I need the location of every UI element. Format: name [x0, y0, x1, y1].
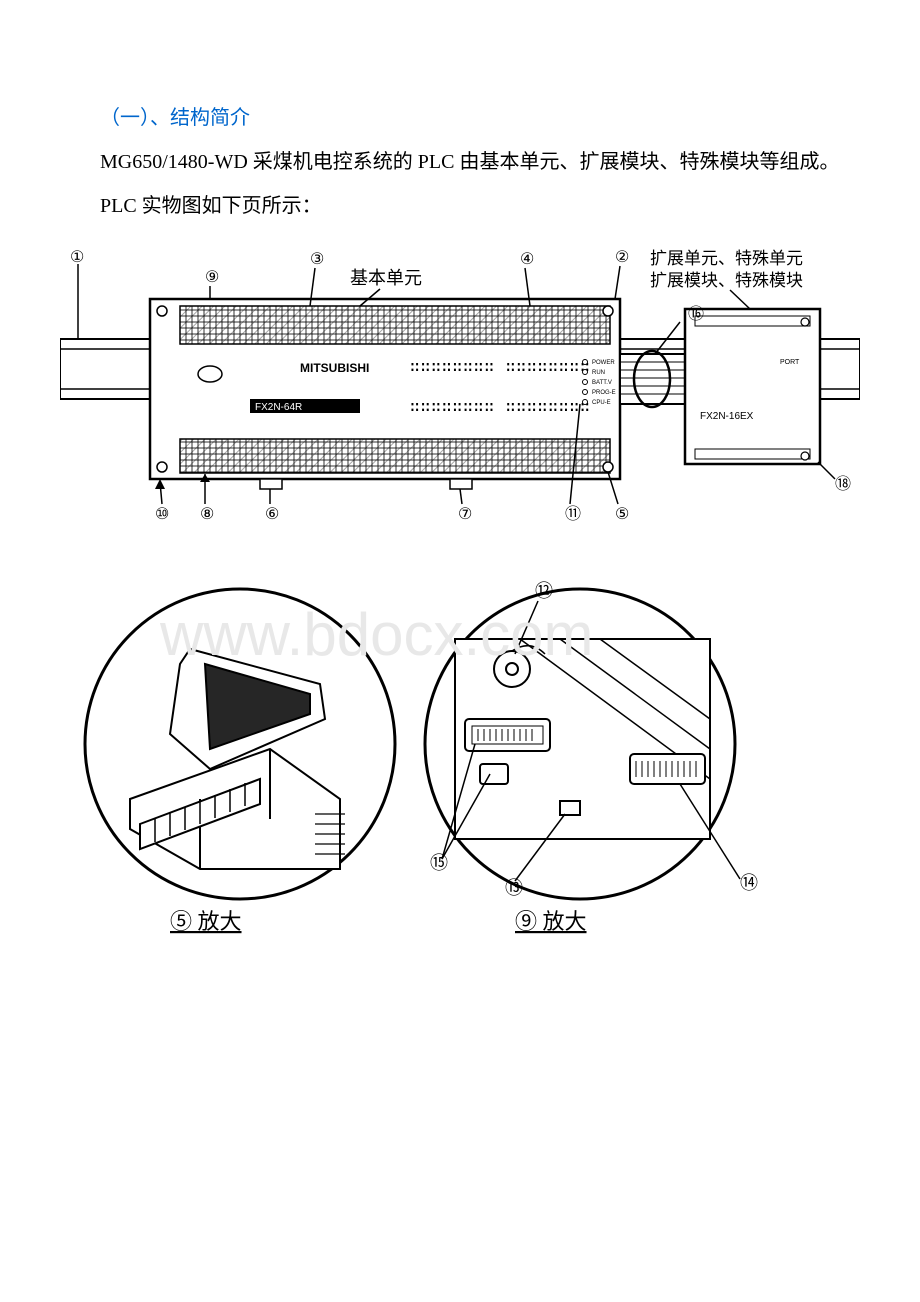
svg-text:POWER: POWER [592, 360, 615, 366]
figure-plc-main: ① MITSUBISHI FX2N-64R ∷∷∷∷∷∷∷∷ ∷∷∷∷∷∷∷∷ … [60, 244, 860, 539]
caption-detail-5: ⑤ 放大 [170, 909, 242, 934]
brand-label: MITSUBISHI [300, 361, 369, 375]
caption-detail-9: ⑨ 放大 [515, 909, 587, 934]
callout-12: ⑫ [535, 581, 553, 601]
svg-text:CPU-E: CPU-E [592, 400, 611, 406]
ext-model-label: FX2N-16EX [700, 411, 754, 422]
callout-2: ② [615, 249, 629, 266]
callout-18: ⑱ [835, 475, 851, 493]
callout-9: ⑨ [205, 269, 219, 286]
svg-text:PROG-E: PROG-E [592, 390, 616, 396]
paragraph-figure-ref: PLC 实物图如下页所示： [60, 188, 860, 224]
callout-5: ⑤ [615, 506, 629, 523]
paragraph-description: MG650/1480-WD 采煤机电控系统的 PLC 由基本单元、扩展模块、特殊… [60, 144, 860, 180]
ext-port-label: PORT [780, 359, 800, 366]
ribbon-cable [620, 351, 685, 407]
callout-6: ⑥ [265, 506, 279, 523]
callout-13: ⑬ [505, 878, 523, 898]
figure-plc-details: ⑤ 放大 [60, 569, 860, 954]
model-label: FX2N-64R [255, 402, 302, 413]
io-led-row-top: ∷∷∷∷∷∷∷∷ ∷∷∷∷∷∷∷∷ [410, 357, 591, 376]
callout-11: ⑪ [565, 505, 581, 523]
svg-text:∷∷∷∷∷∷∷∷ ∷∷∷∷∷∷∷∷: ∷∷∷∷∷∷∷∷ ∷∷∷∷∷∷∷∷ [410, 357, 591, 376]
io-led-row-bot: ∷∷∷∷∷∷∷∷ ∷∷∷∷∷∷∷∷ [410, 397, 591, 416]
label-ext1: 扩展单元、特殊单元 [650, 249, 803, 268]
callout-8: ⑧ [200, 506, 214, 523]
plc-details-svg: ⑤ 放大 [60, 569, 760, 949]
plc-main-svg: ① MITSUBISHI FX2N-64R ∷∷∷∷∷∷∷∷ ∷∷∷∷∷∷∷∷ … [60, 244, 860, 534]
svg-text:BATT.V: BATT.V [592, 380, 612, 386]
callout-3: ③ [310, 251, 324, 268]
label-basic-unit: 基本单元 [350, 268, 422, 288]
callout-10: ⑩ [155, 506, 169, 523]
callout-1: ① [70, 249, 84, 266]
svg-text:∷∷∷∷∷∷∷∷ ∷∷∷∷∷∷∷∷: ∷∷∷∷∷∷∷∷ ∷∷∷∷∷∷∷∷ [410, 397, 591, 416]
label-ext2: 扩展模块、特殊模块 [650, 271, 803, 290]
callout-14: ⑭ [740, 873, 758, 893]
callout-4: ④ [520, 251, 534, 268]
callout-15: ⑮ [430, 853, 448, 873]
heading-structure-intro: （一）、结构简介 [60, 100, 860, 136]
callout-7: ⑦ [458, 506, 472, 523]
callout-16: ⑯ [688, 305, 704, 323]
svg-text:RUN: RUN [592, 370, 605, 376]
